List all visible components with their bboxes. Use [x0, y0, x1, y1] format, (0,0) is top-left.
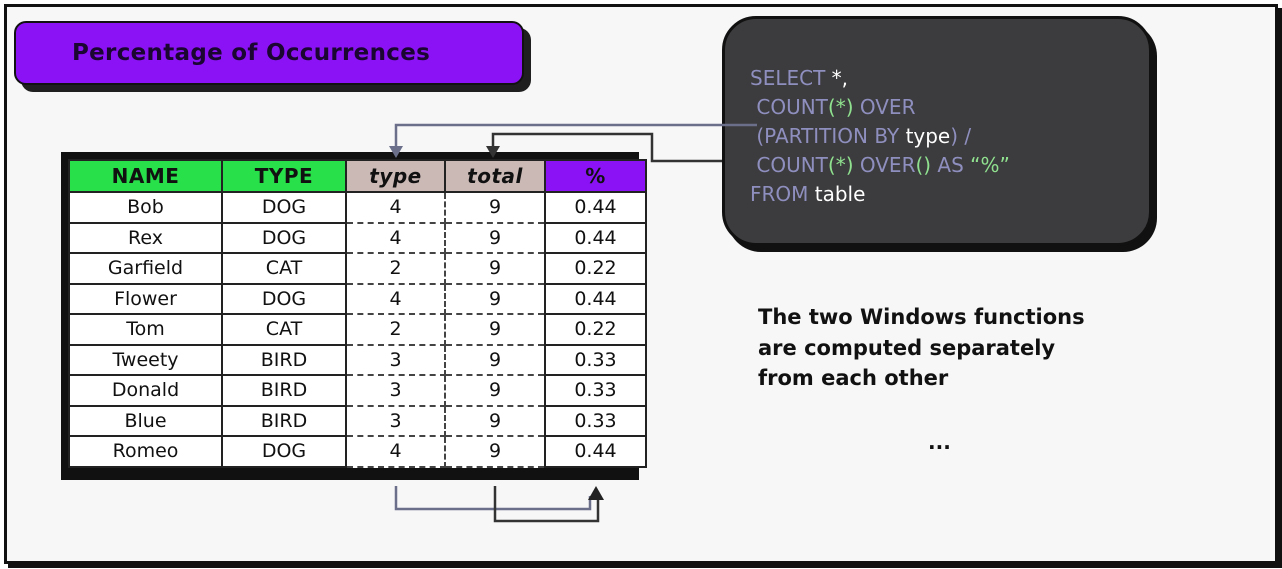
- code-token: (PARTITION BY: [750, 124, 906, 148]
- code-line-4: COUNT(*) OVER() AS “%”: [750, 153, 1010, 177]
- ellipsis: ...: [928, 430, 951, 454]
- cell-type: DOG: [221, 221, 347, 254]
- code-token: COUNT: [750, 95, 828, 119]
- code-token: AS: [931, 153, 971, 177]
- cell-type: BIRD: [221, 343, 347, 376]
- page-title: Percentage of Occurrences: [72, 40, 431, 66]
- code-line-1: SELECT *,: [750, 66, 848, 90]
- cell-type-count: 3: [345, 343, 446, 376]
- code-token: *,: [831, 66, 849, 90]
- header-type-count: type: [345, 159, 446, 193]
- table-row: Rex DOG 4 9 0.44: [68, 221, 647, 254]
- table-row: Donald BIRD 3 9 0.33: [68, 374, 647, 407]
- cell-type: BIRD: [221, 374, 347, 407]
- cell-name: Donald: [68, 374, 223, 407]
- code-token: table: [814, 182, 866, 206]
- note-line-1: The two Windows functions: [758, 305, 1085, 329]
- cell-type: CAT: [221, 313, 347, 346]
- cell-total: 9: [444, 404, 546, 437]
- code-token: COUNT: [750, 153, 828, 177]
- cell-percent: 0.44: [544, 435, 647, 468]
- code-line-5: FROM table: [750, 182, 865, 206]
- data-table: NAME TYPE type total % Bob DOG 4 9 0.44 Rex DO…: [68, 159, 647, 468]
- cell-percent: 0.22: [544, 252, 647, 285]
- header-name: NAME: [68, 159, 223, 193]
- cell-name: Rex: [68, 221, 223, 254]
- header-percent: %: [544, 159, 647, 193]
- arrowhead-percent: [588, 486, 604, 500]
- cell-percent: 0.44: [544, 221, 647, 254]
- table-row: Tweety BIRD 3 9 0.33: [68, 343, 647, 376]
- sql-code-box: SELECT *, COUNT(*) OVER (PARTITION BY ty…: [722, 16, 1152, 246]
- code-token: ) /: [950, 124, 972, 148]
- cell-total: 9: [444, 221, 546, 254]
- code-token: type: [905, 124, 951, 148]
- table-row: Romeo DOG 4 9 0.44: [68, 435, 647, 468]
- note-line-2: are computed separately: [758, 335, 1056, 360]
- cell-type: DOG: [221, 191, 347, 224]
- cell-percent: 0.22: [544, 313, 647, 346]
- arrow-partition-to-type: [394, 123, 757, 150]
- code-token: SELECT: [750, 66, 832, 90]
- cell-name: Bob: [68, 191, 223, 224]
- table-row: Flower DOG 4 9 0.44: [68, 282, 647, 315]
- code-token: OVER: [853, 95, 916, 119]
- cell-type-count: 4: [345, 191, 446, 224]
- cell-type-count: 3: [345, 404, 446, 437]
- table-row: Garfield CAT 2 9 0.22: [68, 252, 647, 285]
- cell-percent: 0.44: [544, 282, 647, 315]
- cell-total: 9: [444, 191, 546, 224]
- cell-type-count: 4: [345, 221, 446, 254]
- note-line-3: from each other: [758, 366, 949, 390]
- cell-type-count: 3: [345, 374, 446, 407]
- code-token: OVER: [853, 153, 916, 177]
- code-token: FROM: [750, 182, 815, 206]
- code-token: (): [915, 153, 932, 177]
- code-token: (*): [827, 153, 854, 177]
- cell-type: CAT: [221, 252, 347, 285]
- table-header-row: NAME TYPE type total %: [68, 159, 647, 193]
- cell-type: DOG: [221, 435, 347, 468]
- header-total: total: [444, 159, 546, 193]
- cell-name: Blue: [68, 404, 223, 437]
- explanation-note: The two Windows functions are computed s…: [758, 302, 1158, 394]
- cell-name: Garfield: [68, 252, 223, 285]
- title-badge: Percentage of Occurrences: [14, 21, 524, 85]
- cell-type-count: 4: [345, 282, 446, 315]
- code-line-2: COUNT(*) OVER: [750, 95, 915, 119]
- header-type: TYPE: [221, 159, 347, 193]
- code-token: “%”: [970, 153, 1010, 177]
- arrow-total-to-percent: [493, 486, 600, 523]
- arrowhead-total: [486, 146, 500, 158]
- code-token: (*): [827, 95, 854, 119]
- cell-type-count: 4: [345, 435, 446, 468]
- arrowhead-type: [389, 146, 403, 158]
- table-row: Blue BIRD 3 9 0.33: [68, 404, 647, 437]
- cell-total: 9: [444, 343, 546, 376]
- cell-percent: 0.44: [544, 191, 647, 224]
- code-line-3: (PARTITION BY type) /: [750, 124, 971, 148]
- cell-total: 9: [444, 435, 546, 468]
- cell-percent: 0.33: [544, 374, 647, 407]
- table-row: Bob DOG 4 9 0.44: [68, 191, 647, 224]
- arrow-count-to-total: [491, 132, 722, 163]
- arrow-type-to-percent: [394, 486, 592, 511]
- cell-name: Romeo: [68, 435, 223, 468]
